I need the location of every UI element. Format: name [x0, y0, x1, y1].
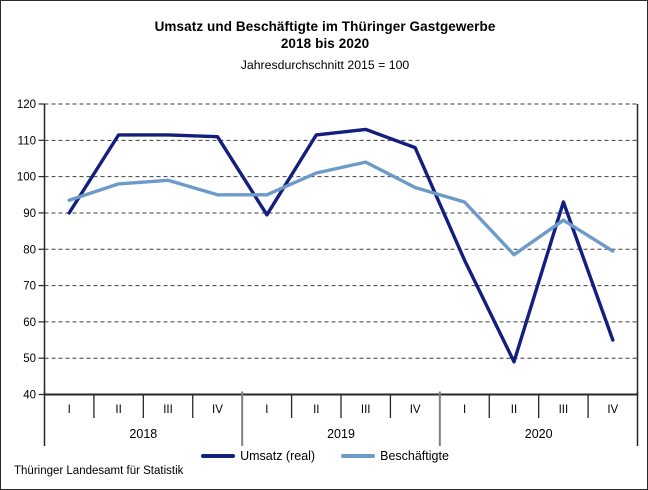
y-axis-label-110: 110 [18, 135, 36, 147]
x-axis-quarter-label-2020-I: I [463, 404, 466, 416]
source-note: Thüringer Landesamt für Statistik [14, 465, 184, 477]
umsatz-line-swatch-icon [201, 454, 236, 458]
x-axis-quarter-label-2019-I: I [265, 404, 268, 416]
chart-title-line2: 2018 bis 2020 [280, 36, 370, 51]
x-axis-quarter-label-2018-III: III [163, 404, 173, 416]
y-axis-label-80: 80 [23, 244, 36, 256]
legend-label-beschaeftigte: Beschäftigte [380, 449, 449, 463]
x-axis-year-label-2018: 2018 [129, 427, 157, 441]
y-axis-label-70: 70 [23, 281, 36, 293]
legend-item-umsatz: Umsatz (real) [201, 448, 315, 464]
legend-label-umsatz: Umsatz (real) [240, 449, 316, 463]
y-axis-label-40: 40 [23, 390, 36, 402]
x-axis-quarter-label-2019-IV: IV [410, 404, 421, 416]
x-axis-quarter-label-2020-III: III [559, 404, 569, 416]
x-axis-quarter-label-2019-II: II [313, 404, 319, 416]
y-axis-label-60: 60 [23, 317, 36, 329]
y-axis-label-90: 90 [23, 208, 36, 220]
x-axis-year-label-2019: 2019 [327, 427, 355, 441]
y-axis-label-50: 50 [23, 353, 36, 365]
chart-subtitle: Jahresdurchschnitt 2015 = 100 [240, 58, 410, 72]
y-axis-label-120: 120 [17, 99, 36, 111]
x-axis-quarter-label-2019-III: III [361, 404, 371, 416]
x-axis-quarter-label-2018-IV: IV [212, 404, 223, 416]
chart-title-line1: Umsatz und Beschäftigte im Thüringer Gas… [154, 19, 496, 34]
series-line-umsatz [67, 127, 615, 364]
legend-item-beschaeftigte: Beschäftigte [341, 448, 449, 464]
y-axis-label-100: 100 [17, 172, 36, 184]
x-axis-quarter-label-2018-I: I [68, 404, 71, 416]
beschaeftigte-line-swatch-icon [341, 454, 376, 458]
x-axis-year-label-2020: 2020 [525, 427, 553, 441]
x-axis-quarter-label-2020-II: II [511, 404, 517, 416]
x-axis-quarter-label-2018-II: II [115, 404, 121, 416]
chart-title: Umsatz und Beschäftigte im Thüringer Gas… [1, 18, 647, 52]
series-line-beschaeftigte [67, 160, 615, 257]
legend: Umsatz (real) Beschäftigte [1, 448, 647, 464]
x-axis-quarter-label-2020-IV: IV [607, 404, 618, 416]
